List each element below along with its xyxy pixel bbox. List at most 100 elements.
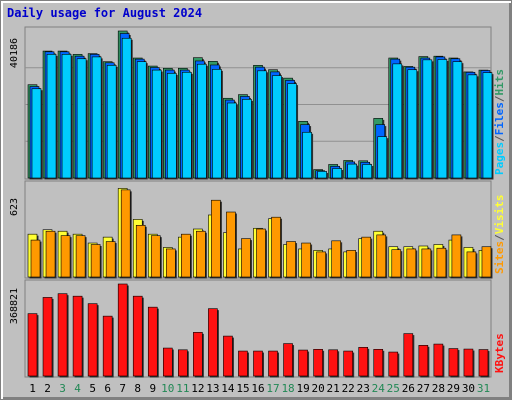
bar-sites-day-13 xyxy=(211,199,221,278)
x-tick-label-day-7: 7 xyxy=(119,382,126,395)
x-tick-label-day-25: 25 xyxy=(387,382,400,395)
bar-sites-day-7 xyxy=(120,189,131,278)
bar-sites-day-23 xyxy=(361,236,372,278)
bar-sites-day-30 xyxy=(466,251,477,278)
bar-pages-day-30 xyxy=(467,74,478,179)
x-tick-label-day-1: 1 xyxy=(29,382,36,395)
bar-pages-day-21 xyxy=(332,168,342,179)
bar-sites-day-11 xyxy=(181,233,191,278)
bar-sites-day-4 xyxy=(75,235,86,278)
bar-sites-day-17 xyxy=(271,216,281,278)
x-tick-label-day-15: 15 xyxy=(236,382,249,395)
bar-pages-day-11 xyxy=(182,71,192,179)
legend-item-pages: Pages xyxy=(493,142,506,175)
x-tick-label-day-12: 12 xyxy=(191,382,204,395)
x-tick-label-day-6: 6 xyxy=(104,382,111,395)
bar-pages-day-10 xyxy=(166,73,177,179)
bar-kbytes-day-19 xyxy=(298,349,308,377)
bar-kbytes-day-27 xyxy=(418,345,429,377)
bar-kbytes-day-30 xyxy=(463,348,474,377)
x-tick-label-day-4: 4 xyxy=(74,382,81,395)
bar-kbytes-day-31 xyxy=(478,349,489,377)
bar-pages-day-13 xyxy=(212,69,222,179)
bar-sites-day-19 xyxy=(301,242,311,278)
legend-separator: / xyxy=(493,234,506,241)
legend-item-files: Files xyxy=(493,102,506,135)
bar-kbytes-day-16 xyxy=(253,350,263,377)
x-tick-label-day-27: 27 xyxy=(417,382,430,395)
bar-sites-day-6 xyxy=(105,241,116,278)
bar-sites-day-16 xyxy=(256,228,266,278)
y-axis-max-bottom: 368821 xyxy=(9,288,20,324)
bar-sites-day-21 xyxy=(331,240,341,278)
bar-pages-day-4 xyxy=(76,58,87,179)
bar-kbytes-day-10 xyxy=(162,347,173,377)
bar-pages-day-8 xyxy=(136,61,147,179)
x-tick-label-day-11: 11 xyxy=(176,382,189,395)
legend-item-kbytes: KBytes xyxy=(493,333,506,373)
bar-kbytes-day-1 xyxy=(27,313,38,377)
x-tick-label-day-19: 19 xyxy=(296,382,309,395)
bar-pages-day-6 xyxy=(106,65,117,179)
x-tick-label-day-31: 31 xyxy=(477,382,490,395)
x-tick-label-day-29: 29 xyxy=(447,382,460,395)
bar-pages-day-7 xyxy=(121,37,132,179)
bar-pages-day-20 xyxy=(317,171,327,179)
legend-middle: Sites/Visits xyxy=(493,195,506,275)
x-tick-label-day-13: 13 xyxy=(206,382,219,395)
x-tick-label-day-8: 8 xyxy=(134,382,141,395)
x-tick-label-day-14: 14 xyxy=(221,382,235,395)
bar-kbytes-day-2 xyxy=(42,297,53,377)
bar-sites-day-27 xyxy=(421,248,432,278)
bar-kbytes-day-24 xyxy=(373,349,384,377)
bar-sites-day-15 xyxy=(241,238,251,278)
bar-sites-day-1 xyxy=(30,239,41,278)
y-axis-max-top: 40186 xyxy=(9,38,20,68)
bar-sites-day-10 xyxy=(165,248,176,278)
bar-kbytes-day-28 xyxy=(433,343,444,377)
x-tick-label-day-21: 21 xyxy=(327,382,340,395)
bar-kbytes-day-6 xyxy=(102,315,113,377)
x-tick-label-day-10: 10 xyxy=(161,382,174,395)
bar-pages-day-28 xyxy=(437,59,448,179)
bar-sites-day-3 xyxy=(60,235,71,278)
x-tick-label-day-26: 26 xyxy=(402,382,415,395)
bar-pages-day-26 xyxy=(407,69,418,179)
bar-kbytes-day-14 xyxy=(223,335,233,377)
bar-pages-day-29 xyxy=(452,61,463,179)
bar-pages-day-5 xyxy=(91,56,102,179)
bar-pages-day-9 xyxy=(151,69,162,179)
bar-sites-day-25 xyxy=(391,249,402,278)
x-tick-label-day-5: 5 xyxy=(89,382,96,395)
bar-kbytes-day-21 xyxy=(328,349,338,377)
bar-sites-day-2 xyxy=(45,230,56,278)
legend-bottom: KBytes xyxy=(493,333,506,373)
x-tick-label-day-9: 9 xyxy=(149,382,156,395)
legend-separator: / xyxy=(493,135,506,142)
x-tick-label-day-20: 20 xyxy=(312,382,325,395)
bar-sites-day-8 xyxy=(135,225,146,278)
bar-sites-day-31 xyxy=(481,246,492,278)
bar-sites-day-22 xyxy=(346,250,356,278)
x-tick-label-day-22: 22 xyxy=(342,382,355,395)
bar-pages-day-17 xyxy=(272,75,282,179)
bar-sites-day-12 xyxy=(196,230,206,278)
bar-sites-day-24 xyxy=(376,234,387,278)
bar-sites-day-14 xyxy=(226,211,236,278)
bar-kbytes-day-26 xyxy=(403,333,414,377)
bar-sites-day-9 xyxy=(150,235,161,278)
bar-kbytes-day-5 xyxy=(87,303,98,377)
x-tick-label-day-18: 18 xyxy=(281,382,294,395)
bar-pages-day-22 xyxy=(347,163,357,179)
bar-kbytes-day-18 xyxy=(283,343,293,377)
x-tick-label-day-30: 30 xyxy=(462,382,475,395)
bar-kbytes-day-23 xyxy=(358,347,369,377)
bar-kbytes-day-13 xyxy=(208,308,218,377)
bar-kbytes-day-20 xyxy=(313,349,323,377)
bar-sites-day-29 xyxy=(451,234,462,278)
bar-pages-day-16 xyxy=(257,70,267,179)
bar-pages-day-24 xyxy=(377,136,388,179)
bar-kbytes-day-8 xyxy=(132,295,143,377)
bar-pages-day-18 xyxy=(287,83,297,179)
